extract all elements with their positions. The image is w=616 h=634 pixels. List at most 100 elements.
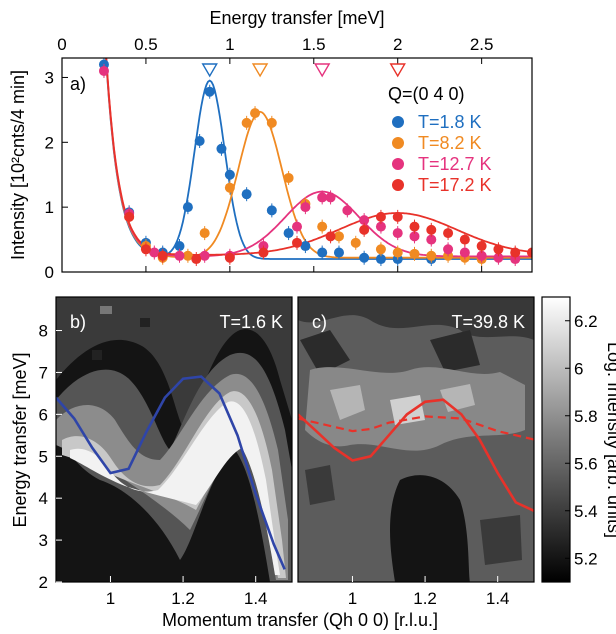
data-point [325, 231, 336, 242]
xtick-label: 1.2 [171, 589, 195, 608]
peak-triangle-marker [313, 63, 331, 78]
data-point [350, 237, 361, 248]
data-point [392, 228, 403, 239]
data-point [174, 250, 185, 261]
data-point [493, 244, 504, 255]
data-point [250, 108, 261, 119]
panel-a-xtick-label: 1.5 [302, 35, 326, 54]
panel-b: 1 1.2 1.4 2 3 4 5 6 7 8 b) T=1.6 K Energy transfe… [10, 296, 293, 608]
panel-a-frame [61, 57, 533, 273]
ytick-label: 4 [39, 489, 48, 508]
data-point [375, 244, 386, 255]
panel-a: Energy transfer [meV] 0 0.5 1 1.5 2 2.5 0123 … [8, 8, 533, 282]
panel-c-intensity-map [298, 297, 534, 582]
data-point [204, 86, 215, 97]
data-point [476, 250, 487, 261]
legend-label: T=17.2 K [418, 175, 492, 195]
data-point [266, 205, 277, 216]
panel-b-label: b) [70, 312, 86, 332]
dashed-dispersion-curve [298, 415, 534, 441]
data-point [98, 65, 109, 76]
data-point [375, 254, 386, 265]
data-point [224, 182, 235, 193]
data-point [409, 248, 420, 259]
panel-a-ytick-label: 2 [45, 133, 54, 152]
ytick-label: 7 [39, 363, 48, 382]
panel-a-ytick-label: 1 [45, 198, 54, 217]
data-point [300, 202, 311, 213]
panel-a-xtick-label: 2.5 [470, 35, 494, 54]
data-point [191, 254, 202, 265]
colorbar-tick-label: 5.6 [574, 454, 598, 473]
panel-a-xtick-label: 0 [57, 35, 66, 54]
data-point [527, 247, 532, 258]
panel-b-intensity-map [56, 297, 292, 582]
legend-label: T=12.7 K [418, 154, 492, 174]
legend-marker [392, 158, 404, 170]
legend-marker [392, 179, 404, 191]
data-point [443, 244, 454, 255]
panel-c-frame [297, 296, 535, 583]
data-point [359, 252, 370, 263]
data-point [409, 221, 420, 232]
colorbar-tick-label: 5.4 [574, 502, 598, 521]
data-point [317, 221, 328, 232]
data-point [333, 231, 344, 242]
colorbar: 5.2 5.4 5.6 5.8 6 6.2 Log. Intensity [arb. un… [541, 296, 616, 583]
panel-a-ylabel: Intensity [10²cnts/4 min] [8, 70, 28, 260]
colorbar-label: Log. Intensity [arb. units] [604, 342, 616, 538]
peak-triangle-marker [251, 63, 269, 78]
data-point [266, 117, 277, 128]
data-point [283, 228, 294, 239]
colorbar-gradient [541, 296, 571, 583]
panel-a-xtick-label: 1 [225, 35, 234, 54]
data-point [426, 250, 437, 261]
data-point [199, 250, 210, 261]
data-point [174, 241, 185, 252]
data-point [510, 247, 521, 258]
peak-triangle-marker [201, 63, 218, 78]
data-point [224, 252, 235, 263]
data-point [241, 117, 252, 128]
ytick-label: 6 [39, 405, 48, 424]
data-point [325, 192, 336, 203]
data-point [124, 211, 135, 222]
data-point [157, 250, 168, 261]
data-point [476, 241, 487, 252]
legend-label: T=8.2 K [418, 133, 482, 153]
data-point [426, 234, 437, 245]
data-point [182, 202, 193, 213]
xtick-label: 1.4 [486, 589, 510, 608]
data-point [342, 205, 353, 216]
data-point [317, 247, 328, 258]
panel-c: 1 1.2 1.4 c) T=39.8 K [297, 296, 535, 608]
data-point [375, 221, 386, 232]
data-point [459, 247, 470, 258]
panel-a-label: a) [70, 74, 86, 94]
data-point [292, 221, 302, 232]
panel-a-annotation: Q=(0 4 0) [388, 84, 465, 104]
data-point [359, 224, 370, 235]
data-point [493, 252, 504, 263]
colorbar-tick-label: 5.2 [574, 549, 598, 568]
data-point [216, 143, 227, 154]
data-point [426, 224, 437, 235]
data-point [292, 237, 302, 248]
xtick-label: 1 [106, 589, 115, 608]
data-point [459, 234, 470, 245]
panel-b-frame [55, 296, 293, 583]
data-point [224, 169, 235, 180]
peak-triangle-marker [389, 63, 406, 78]
panel-c-label: c) [312, 312, 327, 332]
legend-marker [392, 137, 404, 149]
ytick-label: 8 [39, 322, 48, 341]
bottom-xlabel: Momentum transfer (Qh 0 0) [r.l.u.] [162, 610, 438, 630]
legend-marker [392, 116, 404, 128]
panel-a-xtick-label: 0.5 [134, 35, 158, 54]
data-point [140, 244, 151, 255]
legend-label: T=1.8 K [418, 112, 482, 132]
data-point [375, 211, 386, 222]
data-point [182, 250, 193, 261]
solid-dispersion-curve [298, 398, 534, 512]
panel-c-annotation: T=39.8 K [451, 312, 525, 332]
